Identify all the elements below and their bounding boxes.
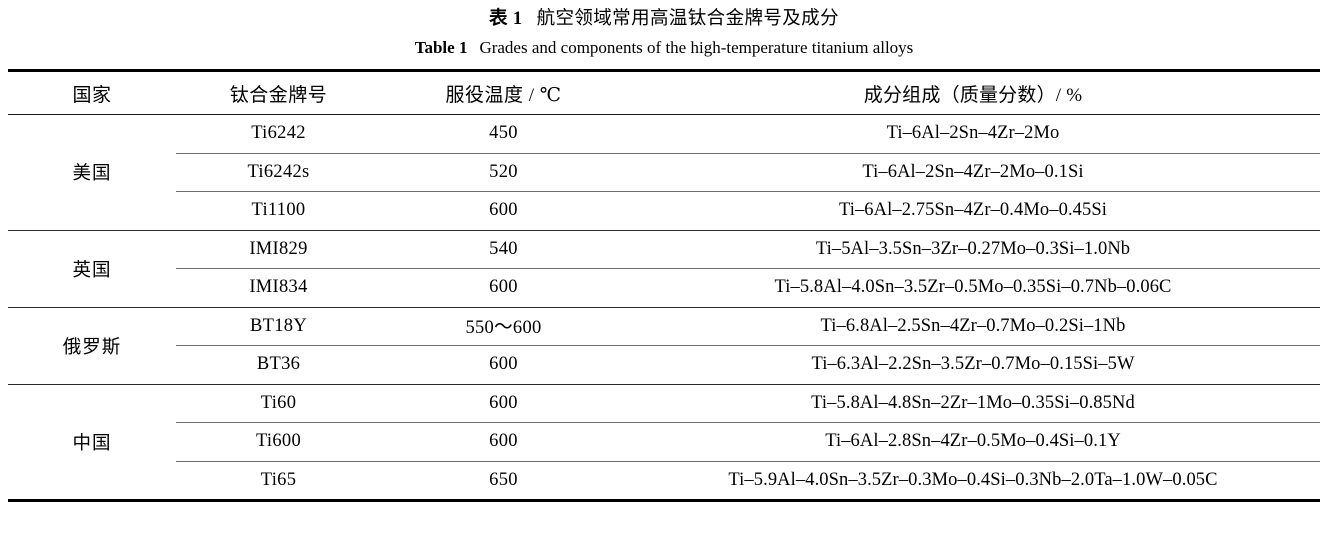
caption-english: Table 1 Grades and components of the high… (0, 32, 1328, 60)
cell-temp: 520 (381, 153, 626, 192)
cell-grade: BT36 (176, 345, 381, 385)
cell-comp: Ti–5.9Al–4.0Sn–3.5Zr–0.3Mo–0.4Si–0.3Nb–2… (626, 461, 1320, 502)
cell-comp: Ti–6Al–2.75Sn–4Zr–0.4Mo–0.45Si (626, 191, 1320, 231)
cell-comp: Ti–6.3Al–2.2Sn–3.5Zr–0.7Mo–0.15Si–5W (626, 345, 1320, 385)
cell-comp: Ti–6Al–2.8Sn–4Zr–0.5Mo–0.4Si–0.1Y (626, 422, 1320, 462)
cell-comp: Ti–6.8Al–2.5Sn–4Zr–0.7Mo–0.2Si–1Nb (626, 307, 1320, 346)
cell-grade: BT18Y (176, 307, 381, 346)
caption-chinese-label: 表 1 (489, 9, 523, 29)
table-header-grade: 钛合金牌号 (229, 84, 328, 106)
cell-comp: Ti–5.8Al–4.0Sn–3.5Zr–0.5Mo–0.35Si–0.7Nb–… (626, 268, 1320, 308)
caption-english-label: Table 1 (414, 38, 468, 57)
cell-country: 美国 (8, 114, 176, 231)
cell-comp: Ti–6Al–2Sn–4Zr–2Mo–0.1Si (626, 153, 1320, 192)
table-row: 中国 Ti60 600 Ti–5.8Al–4.8Sn–2Zr–1Mo–0.35Si–0… (8, 384, 1320, 502)
caption-english-title: Grades and components of the high-temper… (479, 38, 914, 57)
cell-grade: Ti65 (176, 461, 381, 502)
cell-grade: Ti6242 (176, 114, 381, 154)
cell-temp: 600 (381, 191, 626, 231)
cell-temp: 450 (381, 114, 626, 154)
table-row: 英国 IMI829 540 Ti–5Al–3.5Sn–3Zr–0.27Mo–0.3Si… (8, 230, 1320, 308)
caption-chinese: 表 1 航空领域常用高温钛合金牌号及成分 (0, 0, 1328, 32)
table-row: Ti65 650 Ti–5.9Al–4.0Sn–3.5Zr–0.3Mo–0.4Si–… (8, 461, 1320, 502)
cell-country: 英国 (8, 230, 176, 308)
table-row: Ti6242s 520 Ti–6Al–2Sn–4Zr–2Mo–0.1Si (8, 153, 1320, 192)
table-row: IMI834 600 Ti–5.8Al–4.0Sn–3.5Zr–0.5Mo–0.35… (8, 268, 1320, 308)
table-row: BT36 600 Ti–6.3Al–2.2Sn–3.5Zr–0.7Mo–0.15Si… (8, 345, 1320, 385)
alloy-table: 国家 钛合金牌号 服役温度 / ℃ 成分组成（质量分数）/ % 美国 Ti6242 450 T… (8, 69, 1320, 502)
cell-temp: 600 (381, 422, 626, 462)
table-row: 俄罗斯 BT18Y 550〜600 Ti–6.8Al–2.5Sn–4Zr–0.7Mo–… (8, 307, 1320, 385)
cell-grade: IMI834 (176, 268, 381, 308)
cell-country: 中国 (8, 384, 176, 502)
cell-grade: Ti60 (176, 384, 381, 423)
cell-temp: 600 (381, 384, 626, 423)
cell-country: 俄罗斯 (8, 307, 176, 385)
table-header-composition: 成分组成（质量分数）/ % (863, 84, 1083, 106)
cell-grade: Ti1100 (176, 191, 381, 231)
cell-grade: IMI829 (176, 230, 381, 269)
table-header-country: 国家 (72, 84, 112, 106)
table-row: Ti1100 600 Ti–6Al–2.75Sn–4Zr–0.4Mo–0.45Si (8, 191, 1320, 231)
table-row: 美国 Ti6242 450 Ti–6Al–2Sn–4Zr–2Mo (8, 114, 1320, 231)
cell-grade: Ti600 (176, 422, 381, 462)
cell-temp: 600 (381, 345, 626, 385)
cell-comp: Ti–6Al–2Sn–4Zr–2Mo (626, 114, 1320, 154)
table-header-row: 国家 钛合金牌号 服役温度 / ℃ 成分组成（质量分数）/ % (8, 70, 1320, 115)
cell-temp: 550〜600 (381, 307, 626, 346)
cell-comp: Ti–5.8Al–4.8Sn–2Zr–1Mo–0.35Si–0.85Nd (626, 384, 1320, 423)
table-header-temperature: 服役温度 / ℃ (445, 84, 562, 106)
alloy-table-wrapper: 国家 钛合金牌号 服役温度 / ℃ 成分组成（质量分数）/ % 美国 Ti6242 450 T… (8, 69, 1320, 502)
caption-chinese-title: 航空领域常用高温钛合金牌号及成分 (536, 9, 839, 29)
cell-grade: Ti6242s (176, 153, 381, 192)
table-row: Ti600 600 Ti–6Al–2.8Sn–4Zr–0.5Mo–0.4Si–0.1… (8, 422, 1320, 462)
cell-comp: Ti–5Al–3.5Sn–3Zr–0.27Mo–0.3Si–1.0Nb (626, 230, 1320, 269)
cell-temp: 650 (381, 461, 626, 502)
cell-temp: 600 (381, 268, 626, 308)
cell-temp: 540 (381, 230, 626, 269)
